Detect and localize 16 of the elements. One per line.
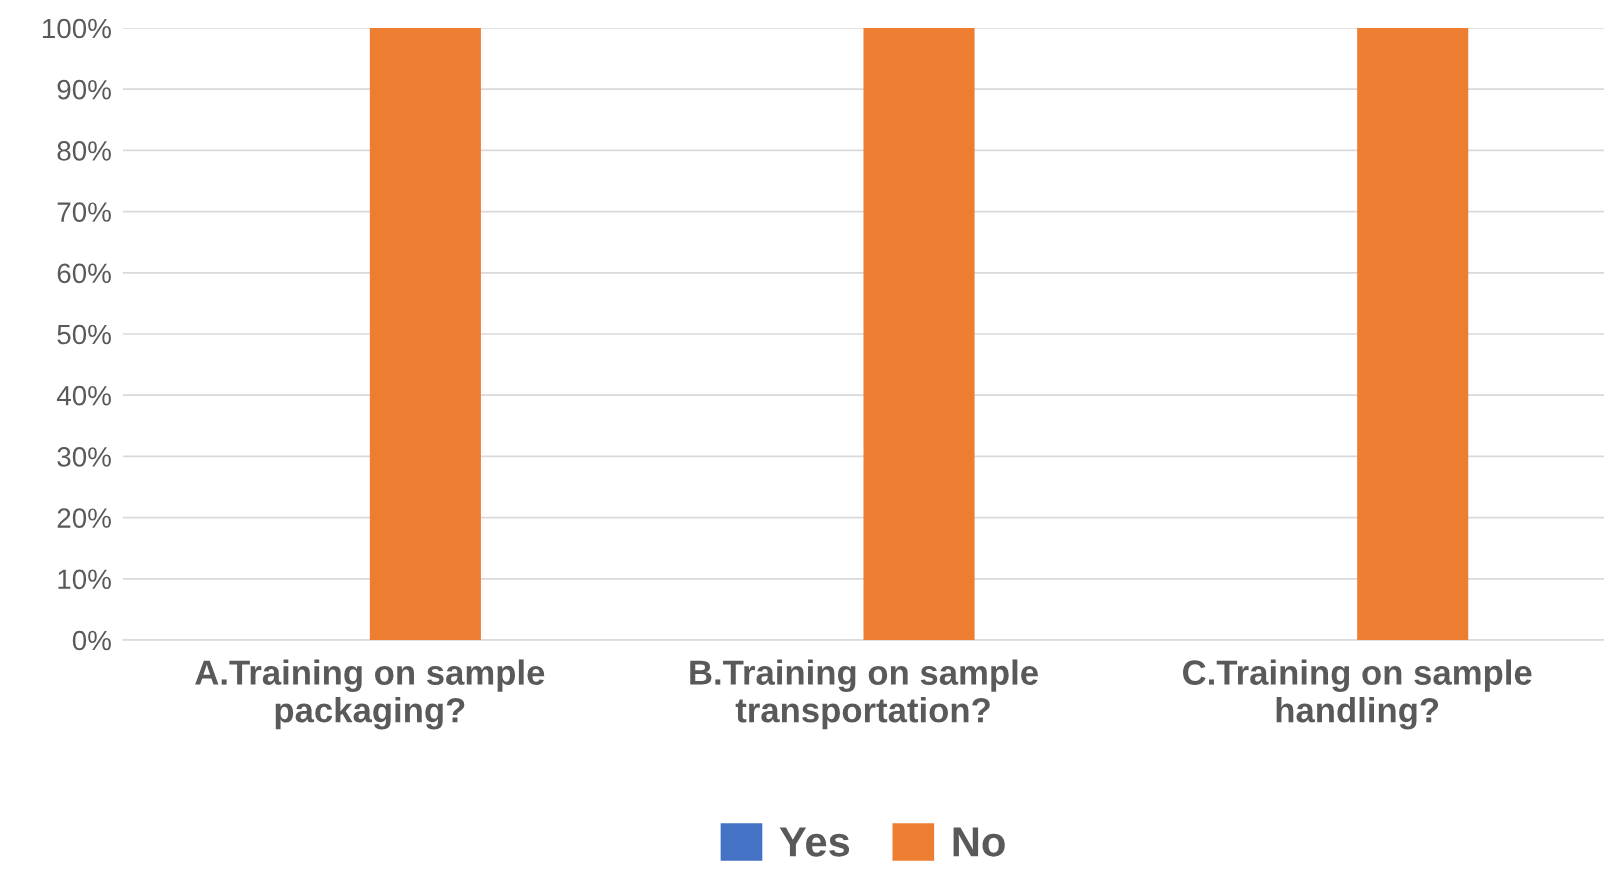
x-tick-label: C.Training on sample handling? xyxy=(1183,659,1532,730)
x-tick-label: A.Training on sample packaging? xyxy=(195,659,545,730)
y-tick-label: 90% xyxy=(57,79,111,100)
y-tick-label: 60% xyxy=(57,263,111,284)
y-tick-label: 50% xyxy=(57,324,111,345)
legend-label: Yes xyxy=(779,827,850,857)
y-tick-label: 0% xyxy=(72,630,111,651)
legend-label: No xyxy=(953,827,1005,857)
y-tick-label: 30% xyxy=(57,447,111,467)
y-tick-label: 80% xyxy=(57,141,111,161)
y-tick-label: 20% xyxy=(57,508,111,528)
y-tick-label: 70% xyxy=(57,202,111,222)
y-tick-label: 100% xyxy=(42,18,111,39)
x-tick-label: B.Training on sample transportation? xyxy=(690,659,1038,730)
y-tick-label: 10% xyxy=(58,569,111,590)
y-tick-label: 40% xyxy=(56,385,111,406)
